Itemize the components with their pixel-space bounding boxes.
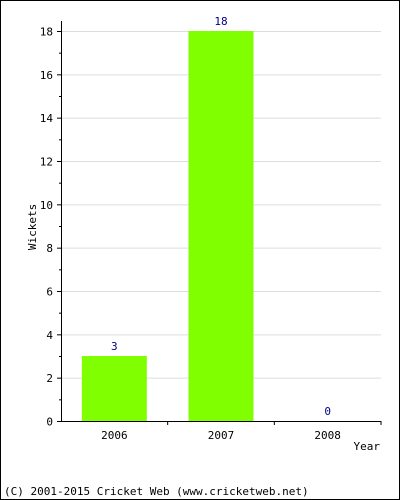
- bars: [81, 31, 254, 421]
- data-label: 3: [111, 340, 118, 353]
- bar: [188, 31, 254, 421]
- data-label: 18: [214, 15, 227, 28]
- x-tick-label: 2007: [208, 429, 235, 442]
- y-axis-label: Wickets: [26, 204, 39, 250]
- y-tick-label: 8: [46, 242, 53, 255]
- data-label: 0: [324, 405, 331, 418]
- axes: [57, 21, 382, 425]
- y-tick-label: 2: [46, 372, 53, 385]
- copyright-text: (C) 2001-2015 Cricket Web (www.cricketwe…: [4, 485, 309, 498]
- x-axis-label: Year: [354, 440, 381, 453]
- y-tick-label: 4: [46, 329, 53, 342]
- y-tick-label: 12: [40, 156, 53, 169]
- y-tick-label: 14: [40, 112, 54, 125]
- y-tick-label: 16: [40, 69, 53, 82]
- x-tick-label: 2008: [314, 429, 341, 442]
- labels: 0 2 4 6 8 10 12 14 16 18 2006 3 2007 18 2008 0: [40, 15, 341, 442]
- bar: [81, 356, 147, 421]
- y-tick-label: 10: [40, 199, 53, 212]
- x-tick-label: 2006: [101, 429, 128, 442]
- y-tick-label: 6: [46, 286, 53, 299]
- y-tick-label: 0: [46, 416, 53, 429]
- y-tick-label: 18: [40, 26, 53, 39]
